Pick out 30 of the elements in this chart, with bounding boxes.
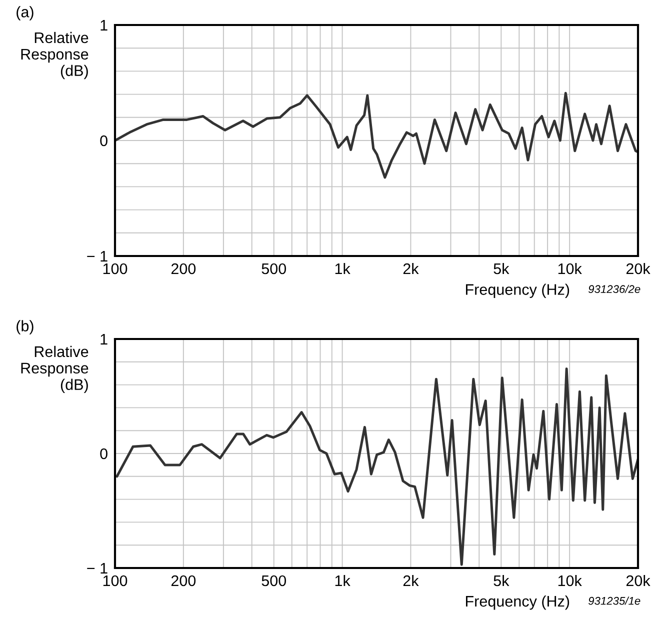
x-tick-label: 200 xyxy=(171,263,196,274)
x-tick-label: 20k xyxy=(626,574,650,586)
x-tick-label: 100 xyxy=(103,263,128,274)
x-tick-label: 1k xyxy=(335,262,350,274)
y-tick-label: 0 xyxy=(100,135,108,146)
x-tick-label: 500 xyxy=(262,263,286,274)
x-tick-label: 10k xyxy=(558,262,582,274)
y-tick-label: 1 xyxy=(100,20,108,31)
x-axis-title: Frequency (Hz) xyxy=(466,595,570,610)
y-axis-title: Relative Response (dB) xyxy=(21,32,88,80)
x-tick-label: 500 xyxy=(262,575,286,586)
y-tick-label: 1 xyxy=(100,334,108,345)
x-tick-label: 10k xyxy=(558,574,582,586)
x-tick-label: 5k xyxy=(494,574,510,586)
y-tick-label: − 1 xyxy=(87,563,108,574)
chart-title: (b) xyxy=(16,320,34,334)
x-tick-label: 5k xyxy=(494,262,510,274)
text: 931236/2e xyxy=(588,284,640,294)
y-tick-label: − 1 xyxy=(87,251,108,262)
chart-title: (a) xyxy=(16,6,34,20)
y-tick-label: 0 xyxy=(100,448,108,460)
y-axis-title: Relative Response (dB) xyxy=(21,346,88,394)
x-tick-label: 100 xyxy=(103,575,128,586)
text: 931235/1e xyxy=(588,596,640,605)
x-axis-title: Frequency (Hz) xyxy=(466,284,570,298)
x-tick-label: 1k xyxy=(335,574,350,586)
x-tick-label: 2k xyxy=(403,574,419,586)
x-tick-label: 2k xyxy=(403,262,419,274)
x-tick-label: 20k xyxy=(626,262,650,274)
x-tick-label: 200 xyxy=(171,575,196,586)
